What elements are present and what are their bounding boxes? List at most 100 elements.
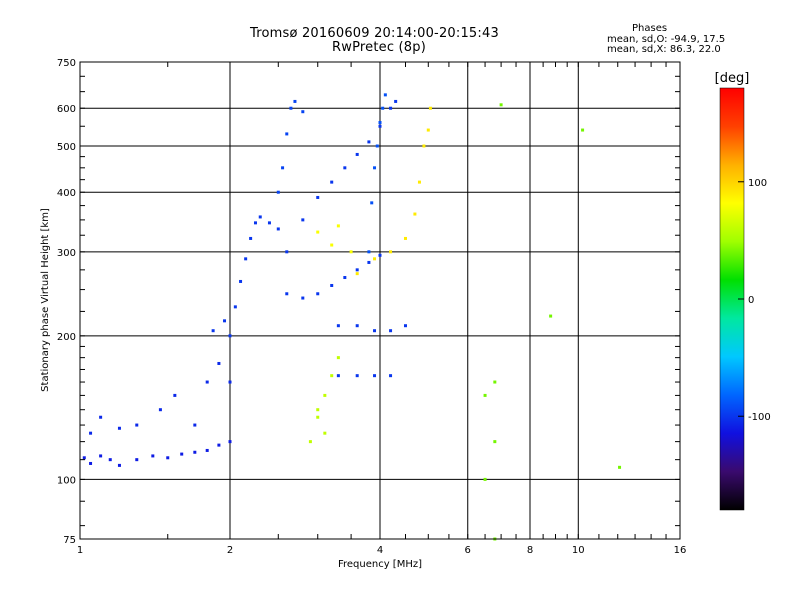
data-point bbox=[355, 374, 359, 378]
data-point bbox=[228, 440, 232, 444]
data-point bbox=[330, 374, 334, 378]
data-point bbox=[233, 305, 237, 309]
y-tick-label: 75 bbox=[63, 535, 76, 546]
axis-ticks: 1 2 4 6 8 10 16 75 100 200 300 400 500 600 750 bbox=[57, 58, 686, 556]
data-point bbox=[493, 440, 497, 444]
trace-f2-yellow-patch bbox=[316, 224, 353, 254]
data-point bbox=[193, 423, 197, 427]
trace-f1-x-mode bbox=[276, 99, 305, 194]
colorbar-tick-label: -100 bbox=[748, 412, 771, 423]
data-point bbox=[301, 110, 305, 114]
x-tick-label: 6 bbox=[465, 545, 471, 556]
trace-isolated bbox=[483, 103, 622, 541]
data-point bbox=[618, 465, 622, 469]
colorbar-ticks: -100 0 100 bbox=[738, 178, 771, 423]
data-point bbox=[108, 458, 112, 462]
data-point bbox=[253, 221, 257, 225]
data-point bbox=[166, 456, 170, 460]
data-point bbox=[330, 283, 334, 287]
y-tick-label: 400 bbox=[57, 188, 76, 199]
data-point bbox=[217, 361, 221, 365]
data-point bbox=[378, 124, 382, 128]
data-point bbox=[336, 374, 340, 378]
trace-horizontal-trace-2 bbox=[336, 374, 393, 378]
data-point bbox=[403, 236, 407, 240]
trace-f1-o-mode bbox=[211, 215, 280, 338]
trace-e-region-tail bbox=[82, 440, 232, 467]
data-point bbox=[394, 99, 398, 103]
data-point bbox=[99, 454, 103, 458]
data-point bbox=[289, 106, 293, 110]
data-point bbox=[323, 393, 327, 397]
trace-mid-scatter bbox=[308, 356, 340, 444]
data-point bbox=[239, 279, 243, 283]
colorbar-tick-label: 100 bbox=[748, 178, 767, 189]
data-point bbox=[205, 448, 209, 452]
data-point bbox=[228, 334, 232, 338]
data-point bbox=[330, 243, 334, 247]
data-point bbox=[316, 195, 320, 199]
phase-stat-o: mean, sd,O: -94.9, 17.5 bbox=[607, 34, 726, 45]
data-point bbox=[82, 456, 86, 460]
x-tick-label: 8 bbox=[527, 545, 533, 556]
x-tick-label: 4 bbox=[377, 545, 383, 556]
data-point bbox=[285, 250, 289, 254]
data-point bbox=[367, 260, 371, 264]
data-point bbox=[193, 450, 197, 454]
data-point bbox=[336, 224, 340, 228]
colorbar-tick-label: 0 bbox=[748, 295, 754, 306]
grid-lines bbox=[80, 62, 680, 539]
data-point bbox=[370, 201, 374, 205]
y-tick-label: 750 bbox=[57, 58, 76, 69]
y-tick-label: 500 bbox=[57, 142, 76, 153]
chart-subtitle: RwPretec (8p) bbox=[332, 40, 426, 55]
data-point bbox=[223, 319, 227, 323]
data-point bbox=[316, 230, 320, 234]
data-point bbox=[276, 227, 280, 231]
y-tick-label: 100 bbox=[57, 475, 76, 486]
data-point bbox=[258, 215, 262, 219]
data-point bbox=[151, 454, 155, 458]
data-points bbox=[82, 93, 622, 541]
data-point bbox=[403, 324, 407, 328]
trace-x-mode-trace bbox=[355, 106, 432, 276]
data-point bbox=[483, 393, 487, 397]
data-point bbox=[349, 250, 353, 254]
data-point bbox=[378, 121, 382, 125]
data-point bbox=[135, 423, 139, 427]
data-point bbox=[323, 431, 327, 435]
data-point bbox=[173, 393, 177, 397]
x-tick-label: 16 bbox=[674, 545, 687, 556]
y-tick-label: 200 bbox=[57, 332, 76, 343]
data-point bbox=[244, 257, 248, 261]
data-point bbox=[249, 236, 253, 240]
data-point bbox=[293, 99, 297, 103]
data-point bbox=[367, 250, 371, 254]
y-axis-title: Stationary phase Virtual Height [km] bbox=[40, 208, 51, 392]
data-point bbox=[276, 190, 280, 194]
y-tick-label: 300 bbox=[57, 248, 76, 259]
data-point bbox=[389, 250, 393, 254]
data-point bbox=[205, 380, 209, 384]
data-point bbox=[301, 218, 305, 222]
data-point bbox=[422, 144, 426, 148]
data-point bbox=[375, 144, 379, 148]
data-point bbox=[493, 380, 497, 384]
data-point bbox=[316, 292, 320, 296]
trace-horizontal-trace bbox=[336, 324, 407, 333]
trace-f2-cusp bbox=[367, 93, 387, 254]
data-point bbox=[389, 329, 393, 333]
trace-low-trace-scatter bbox=[89, 361, 232, 435]
data-point bbox=[211, 329, 215, 333]
x-axis-title: Frequency [MHz] bbox=[338, 559, 422, 570]
data-point bbox=[426, 128, 430, 132]
data-point bbox=[308, 440, 312, 444]
data-point bbox=[336, 324, 340, 328]
data-point bbox=[285, 292, 289, 296]
x-tick-label: 1 bbox=[77, 545, 83, 556]
data-point bbox=[117, 463, 121, 467]
y-tick-label: 600 bbox=[57, 104, 76, 115]
trace-f2-lower-o-trace bbox=[285, 253, 382, 300]
data-point bbox=[316, 415, 320, 419]
x-tick-label: 2 bbox=[227, 545, 233, 556]
